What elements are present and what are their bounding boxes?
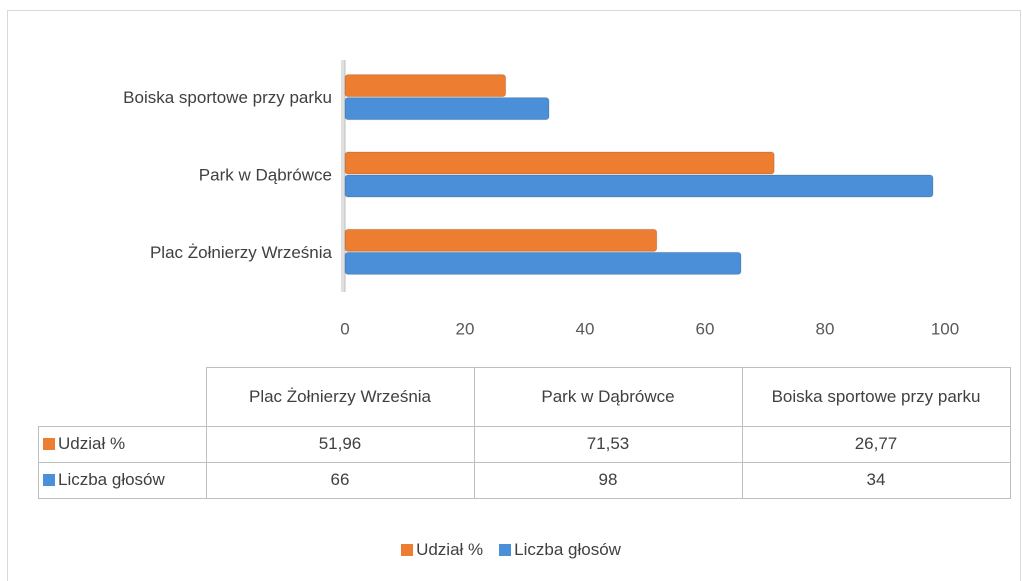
legend-label: Udział % — [416, 540, 484, 559]
series-name: Liczba głosów — [58, 470, 165, 489]
bar — [344, 151, 775, 175]
x-tick-label: 40 — [576, 319, 595, 338]
table-row-header: Udział % — [38, 425, 207, 463]
table-cell: 66 — [205, 461, 475, 499]
bar — [344, 251, 742, 275]
bar — [344, 74, 507, 98]
bar — [344, 174, 934, 198]
table-row: Udział % 51,96 71,53 26,77 — [38, 425, 1011, 463]
table-cell: 34 — [741, 461, 1011, 499]
table-cell: 71,53 — [473, 425, 743, 463]
y-tick-label: Plac Żołnierzy Września — [150, 243, 333, 262]
table-corner — [38, 367, 207, 427]
table-header: Boiska sportowe przy parku — [741, 367, 1011, 427]
legend-swatch — [43, 474, 55, 486]
table-cell: 26,77 — [741, 425, 1011, 463]
y-tick-label: Park w Dąbrówce — [199, 165, 332, 184]
legend-label: Liczba głosów — [514, 540, 621, 559]
table-cell: 51,96 — [205, 425, 475, 463]
table-cell: 98 — [473, 461, 743, 499]
table-row: Liczba głosów 66 98 34 — [38, 461, 1011, 499]
chart: 0 20 40 60 80 100 Plac Żołnierzy Września Park … — [123, 60, 959, 338]
legend: Udział % Liczba głosów — [0, 540, 1022, 560]
x-tick-label: 20 — [456, 319, 475, 338]
bar — [344, 228, 658, 252]
y-tick-label: Boiska sportowe przy parku — [123, 88, 332, 107]
data-table: Plac Żołnierzy Września Park w Dąbrówce Bo… — [38, 367, 1011, 499]
table-row-header: Liczba głosów — [38, 461, 207, 499]
table-header: Plac Żołnierzy Września — [205, 367, 475, 427]
legend-item: Liczba głosów — [499, 540, 621, 559]
series-name: Udział % — [58, 434, 126, 453]
x-tick-label: 0 — [340, 319, 349, 338]
table-header: Park w Dąbrówce — [473, 367, 743, 427]
legend-swatch — [401, 544, 414, 556]
axis-shadow — [341, 60, 345, 292]
legend-item: Udział % — [401, 540, 483, 559]
x-tick-label: 60 — [696, 319, 715, 338]
chart-border — [7, 10, 1021, 581]
legend-swatch — [43, 438, 55, 450]
x-tick-label: 100 — [931, 319, 959, 338]
table-header-row: Plac Żołnierzy Września Park w Dąbrówce Bo… — [38, 367, 1011, 427]
x-tick-label: 80 — [816, 319, 835, 338]
bar — [344, 97, 550, 121]
legend-swatch — [499, 544, 512, 556]
